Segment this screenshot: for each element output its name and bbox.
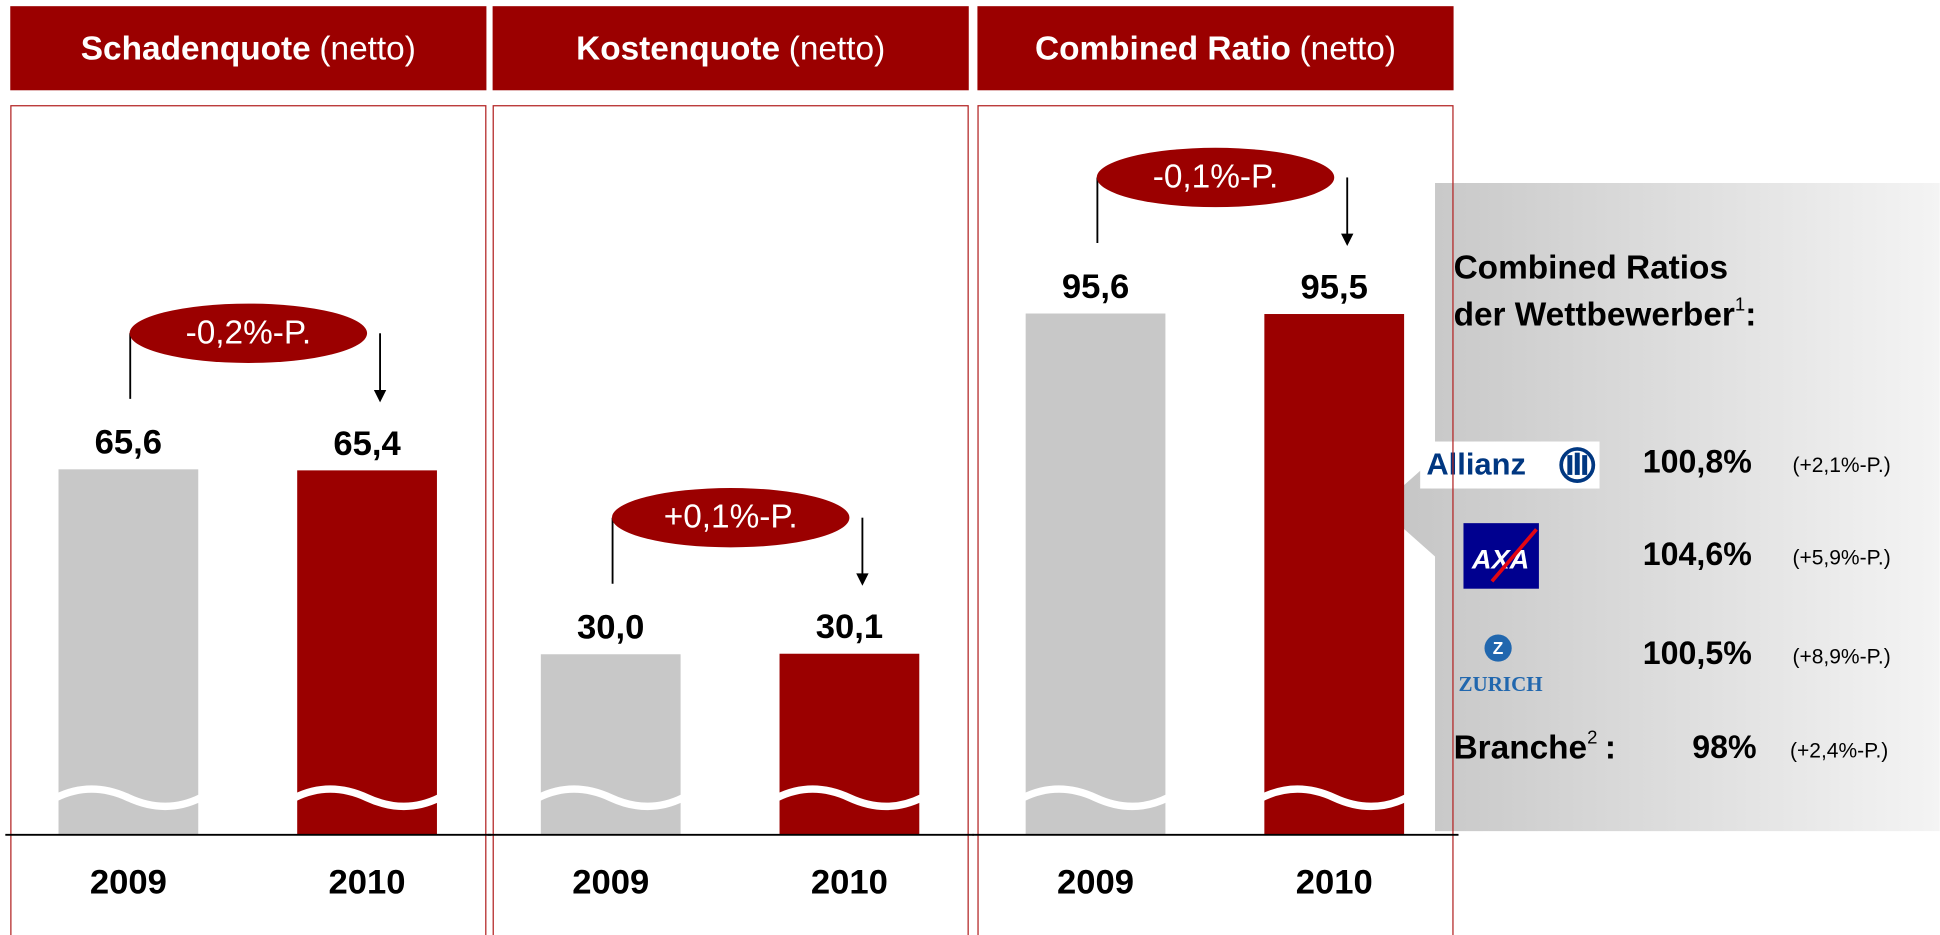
bar: [58, 469, 199, 835]
bar: [297, 470, 437, 835]
axis-break: [54, 785, 203, 810]
value-label: 95,6: [1062, 268, 1129, 306]
x-tick-label: 2010: [329, 863, 406, 901]
change-badge: [611, 488, 850, 548]
competitor-value: 100,5%: [1643, 635, 1752, 671]
x-tick-label: 2009: [572, 863, 649, 901]
competitor-value: 104,6%: [1643, 536, 1752, 572]
competitor-panel: [1379, 183, 1940, 832]
axis-break: [1021, 785, 1170, 810]
change-label: -0,1%-P.: [1153, 159, 1279, 196]
axis-break: [536, 785, 685, 810]
title-suffix: (netto): [319, 31, 415, 68]
change-badge: [129, 303, 368, 363]
panel-title: der Wettbewerber1:: [1454, 293, 1757, 333]
axis-break: [293, 785, 442, 810]
bar: [1264, 314, 1405, 835]
value-label: 95,5: [1301, 268, 1368, 306]
x-tick-label: 2009: [90, 863, 167, 901]
svg-text:Z: Z: [1493, 638, 1504, 658]
competitor-value: 100,8%: [1643, 443, 1752, 479]
market-name: Branche: [1454, 729, 1588, 766]
change-label: +0,1%-P.: [664, 499, 798, 536]
competitor-change: (+5,9%-P.): [1792, 547, 1890, 570]
title-suffix: (netto): [1300, 31, 1396, 68]
x-tick-label: 2010: [1296, 863, 1373, 901]
arrow-head: [856, 573, 869, 586]
separator: :: [1605, 729, 1616, 766]
arrow-head: [1341, 233, 1354, 246]
value-label: 65,4: [333, 425, 401, 463]
panel-title: Combined Ratios: [1454, 249, 1728, 286]
chart-title: Kostenquote (netto): [576, 31, 885, 68]
market-label: Branche2:: [1454, 726, 1616, 766]
competitor-change: (+2,1%-P.): [1792, 454, 1890, 477]
header: [492, 6, 969, 91]
footnote-mark: 2: [1587, 726, 1597, 747]
title-main: Kostenquote: [576, 31, 780, 68]
x-tick-label: 2010: [811, 863, 888, 901]
chart-frame: [10, 105, 487, 935]
header: [10, 6, 487, 91]
arrow-head: [373, 389, 387, 403]
title-suffix: (netto): [789, 31, 885, 68]
allianz-logo: Allianz: [1420, 441, 1600, 489]
market-value: 98%: [1692, 729, 1756, 765]
panel-title-line: der Wettbewerber: [1454, 296, 1735, 333]
footnote-mark: 1: [1735, 293, 1745, 314]
chart-frame: [492, 105, 969, 935]
market-change: (+2,4%-P.): [1790, 740, 1888, 763]
panel-title-end: :: [1745, 296, 1756, 333]
header: [977, 6, 1454, 91]
axis-break: [775, 785, 924, 810]
value-label: 65,6: [95, 424, 162, 462]
axa-logo: AXA: [1463, 523, 1539, 589]
logo-text: ZURICH: [1459, 672, 1543, 696]
logo-text: Allianz: [1426, 446, 1526, 481]
title-main: Combined Ratio: [1035, 31, 1291, 68]
change-label: -0,2%-P.: [186, 314, 312, 351]
zurich-logo: Z ZURICH: [1459, 634, 1543, 696]
axis-break: [1260, 785, 1409, 810]
x-tick-label: 2009: [1057, 863, 1134, 901]
chart-title: Schadenquote (netto): [81, 31, 416, 68]
title-main: Schadenquote: [81, 31, 311, 68]
chart-title: Combined Ratio (netto): [1035, 31, 1396, 68]
value-label: 30,0: [577, 609, 644, 647]
competitor-change: (+8,9%-P.): [1792, 646, 1890, 669]
value-label: 30,1: [816, 608, 883, 646]
bar: [1025, 313, 1166, 835]
chart-frame: [977, 105, 1454, 935]
change-badge: [1096, 147, 1335, 208]
